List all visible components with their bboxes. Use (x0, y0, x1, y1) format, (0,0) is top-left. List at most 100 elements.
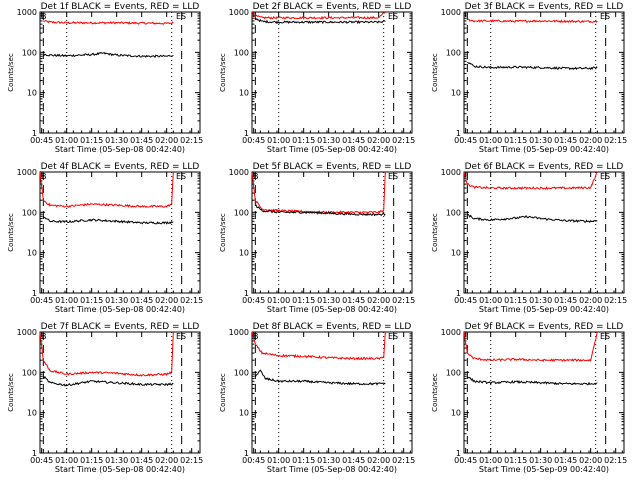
x-axis-label: Start Time (05-Sep-09 00:42:40) (479, 145, 609, 154)
y-axis-label: Counts/sec (7, 53, 15, 92)
x-tick-label: 01:00 (55, 456, 78, 465)
plot-frame (463, 11, 625, 134)
x-tick-label: 01:45 (130, 296, 153, 305)
x-tick-label: 01:45 (342, 136, 365, 145)
event-marker-b: B (253, 172, 259, 181)
x-tick-label: 01:15 (504, 136, 527, 145)
event-marker-s: S (181, 172, 186, 181)
y-tick-label: 10 (451, 89, 461, 98)
plot-frame (463, 331, 625, 454)
x-tick-label: 00:45 (242, 296, 265, 305)
x-tick-label: 02:15 (604, 296, 627, 305)
x-tick-label: 01:30 (529, 136, 552, 145)
x-tick-label: 01:45 (554, 456, 577, 465)
y-tick-label: 10 (239, 409, 249, 418)
events-rate-line (254, 17, 386, 25)
event-marker-e: E (388, 332, 393, 341)
y-tick-label: 100 (22, 48, 37, 57)
x-tick-label: 01:00 (55, 296, 78, 305)
event-marker-s: S (393, 172, 398, 181)
x-tick-label: 01:30 (529, 296, 552, 305)
x-tick-label: 01:00 (267, 296, 290, 305)
y-tick-label: 10 (239, 89, 249, 98)
plot-frame (39, 331, 201, 454)
y-tick-label: 1000 (229, 8, 249, 17)
x-tick-label: 01:15 (504, 296, 527, 305)
x-tick-label: 02:15 (180, 136, 203, 145)
plot-frame (251, 11, 413, 134)
x-tick-label: 02:00 (367, 136, 390, 145)
x-tick-label: 01:00 (267, 456, 290, 465)
x-tick-label: 01:30 (529, 456, 552, 465)
x-tick-label: 00:45 (30, 456, 53, 465)
y-tick-label: 100 (446, 48, 461, 57)
y-tick-label: 1 (456, 129, 461, 138)
panel-title: Det 2f BLACK = Events, RED = LLD (253, 2, 412, 12)
y-tick-label: 10 (451, 409, 461, 418)
x-tick-label: 01:00 (479, 136, 502, 145)
x-tick-label: 02:00 (579, 456, 602, 465)
y-tick-label: 10 (239, 249, 249, 258)
x-tick-label: 02:15 (604, 456, 627, 465)
event-marker-b: B (41, 332, 47, 341)
event-marker-s: S (393, 332, 398, 341)
y-tick-label: 100 (22, 208, 37, 217)
event-marker-s: S (181, 12, 186, 21)
x-axis-label: Start Time (05-Sep-08 00:42:40) (267, 145, 397, 154)
y-tick-label: 1 (244, 129, 249, 138)
x-tick-label: 01:30 (317, 296, 340, 305)
event-marker-b: B (41, 172, 47, 181)
lld-rate-line (466, 18, 598, 24)
x-tick-label: 01:00 (55, 136, 78, 145)
lld-rate-line (463, 171, 598, 191)
plot-frame (39, 171, 201, 294)
x-tick-label: 01:45 (342, 296, 365, 305)
x-tick-label: 02:15 (180, 296, 203, 305)
panel-title: Det 6f BLACK = Events, RED = LLD (465, 162, 624, 172)
event-marker-e: E (176, 12, 181, 21)
x-tick-label: 00:45 (242, 456, 265, 465)
x-tick-label: 00:45 (454, 136, 477, 145)
y-tick-label: 1000 (229, 328, 249, 337)
y-tick-label: 1000 (17, 8, 37, 17)
plot-frame (463, 171, 625, 294)
y-tick-label: 10 (451, 249, 461, 258)
chart-panel-3: Det 3f BLACK = Events, RED = LLD 1 10 100 10… (431, 2, 627, 154)
y-tick-label: 1 (32, 129, 37, 138)
y-tick-label: 1000 (441, 168, 461, 177)
chart-panel-8: Det 8f BLACK = Events, RED = LLD 1 10 100 10… (219, 322, 415, 474)
plot-frame (251, 171, 413, 294)
y-tick-label: 1 (244, 289, 249, 298)
y-axis-label: Counts/sec (7, 213, 15, 252)
event-marker-e: E (388, 12, 393, 21)
lld-rate-line (463, 331, 598, 363)
x-tick-label: 01:15 (504, 456, 527, 465)
chart-panel-7: Det 7f BLACK = Events, RED = LLD 1 10 100 10… (7, 322, 203, 474)
events-rate-line (42, 51, 174, 59)
y-tick-label: 100 (234, 368, 249, 377)
x-tick-label: 02:00 (155, 136, 178, 145)
y-tick-label: 100 (234, 208, 249, 217)
x-tick-label: 01:45 (130, 136, 153, 145)
lld-rate-line (39, 171, 174, 209)
y-tick-label: 100 (22, 368, 37, 377)
x-tick-label: 01:00 (267, 136, 290, 145)
x-tick-label: 01:45 (554, 136, 577, 145)
event-marker-e: E (176, 332, 181, 341)
x-tick-label: 01:15 (292, 296, 315, 305)
y-axis-label: Counts/sec (7, 373, 15, 412)
lld-rate-line (251, 11, 386, 20)
panel-title: Det 9f BLACK = Events, RED = LLD (465, 322, 624, 332)
event-marker-e: E (600, 332, 605, 341)
y-tick-label: 1 (244, 449, 249, 458)
event-marker-b: B (253, 332, 259, 341)
event-marker-s: S (181, 332, 186, 341)
event-marker-s: S (605, 12, 610, 21)
chart-panel-2: Det 2f BLACK = Events, RED = LLD 1 10 100 10… (219, 2, 415, 154)
x-axis-label: Start Time (05-Sep-08 00:42:40) (267, 305, 397, 314)
x-tick-label: 00:45 (30, 136, 53, 145)
event-marker-e: E (176, 172, 181, 181)
x-tick-label: 00:45 (454, 456, 477, 465)
y-tick-label: 1 (456, 449, 461, 458)
